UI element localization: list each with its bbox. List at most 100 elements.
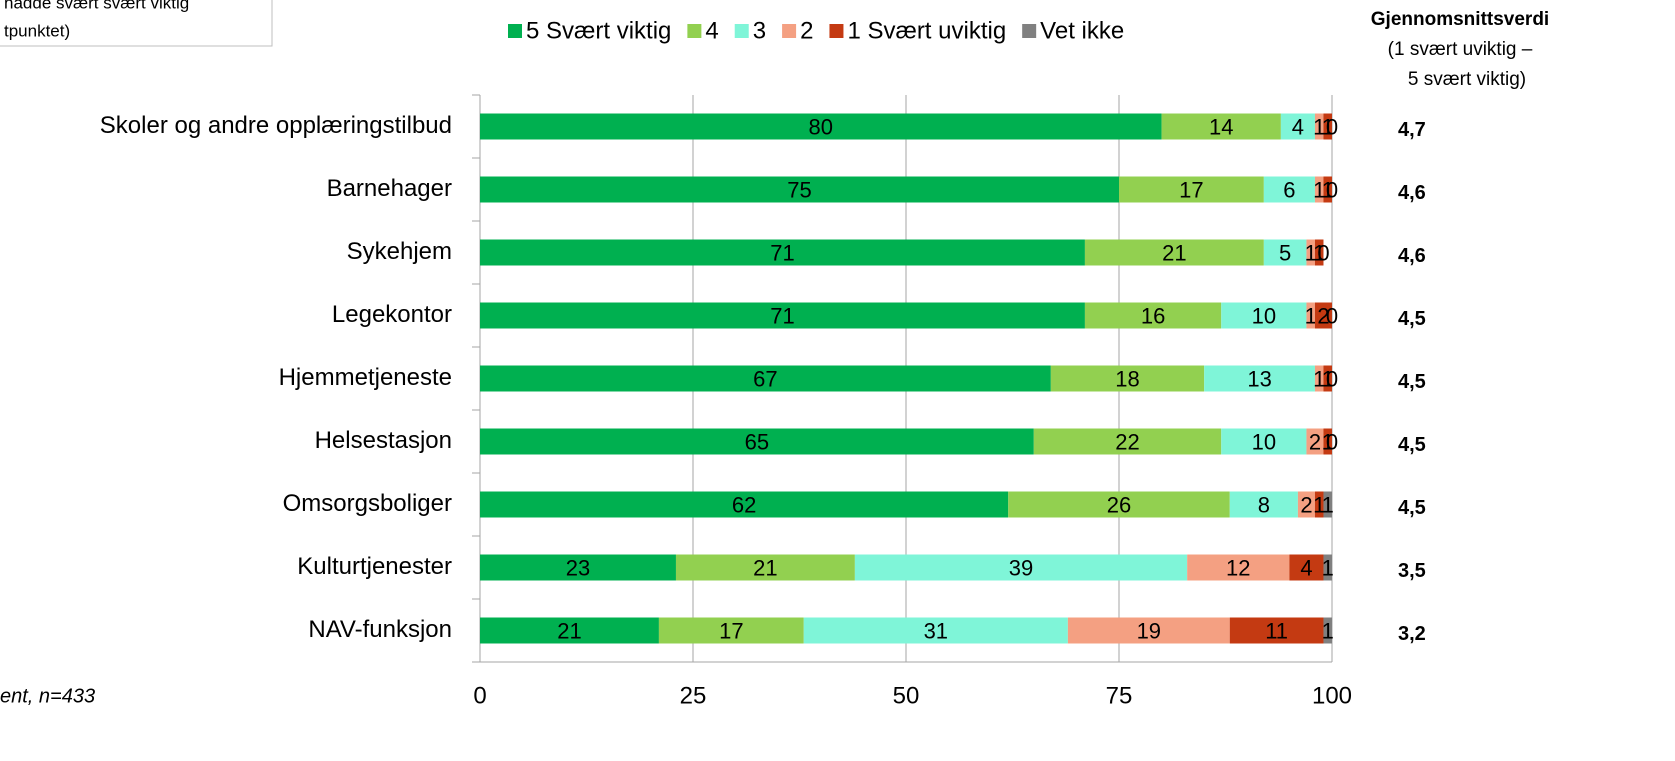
legend-swatch	[687, 24, 702, 38]
average-subtitle: 5 svært viktig)	[1408, 69, 1526, 90]
data-label: 2	[1317, 303, 1329, 328]
x-tick-label: 75	[1106, 682, 1133, 709]
y-tick-label: NAV-funksjon	[308, 616, 452, 643]
bar-segment	[480, 302, 1085, 329]
data-label: 1	[1322, 618, 1334, 643]
bar-segment	[1229, 617, 1324, 644]
y-tick-label: Sykehjem	[347, 238, 452, 265]
x-tick-label: 100	[1312, 682, 1352, 709]
legend-swatch	[1022, 24, 1037, 38]
bar-segment	[1084, 302, 1222, 329]
data-label: 1	[1322, 429, 1334, 454]
bar-segment	[480, 239, 1085, 266]
data-label: 0	[1326, 114, 1338, 139]
data-label: 18	[1115, 366, 1139, 391]
data-label: 1	[1322, 555, 1334, 580]
bar-segment	[1119, 176, 1264, 203]
bar-segment	[1323, 113, 1332, 140]
data-label: 71	[770, 303, 794, 328]
bar-segment	[1323, 365, 1332, 392]
bar-segment	[1323, 176, 1332, 203]
bar-segment	[480, 554, 676, 581]
bar-segment	[480, 617, 659, 644]
data-label: 17	[719, 618, 743, 643]
y-tick-label: Helsestasjon	[315, 427, 452, 454]
data-label: 21	[557, 618, 581, 643]
footnote: ent, n=433	[0, 685, 95, 707]
note-box	[0, 0, 273, 47]
bar-segment	[1280, 113, 1315, 140]
legend-swatch	[782, 24, 797, 38]
bar-segment	[1263, 239, 1307, 266]
data-label: 1	[1322, 492, 1334, 517]
average-value: 4,7	[1398, 119, 1426, 141]
bar-segment	[1229, 491, 1298, 518]
average-value: 4,6	[1398, 245, 1426, 267]
bar-segment	[1050, 365, 1205, 392]
data-label: 14	[1209, 114, 1233, 139]
data-label: 22	[1115, 429, 1139, 454]
bar-segment	[1221, 302, 1307, 329]
data-label: 4	[1300, 555, 1312, 580]
bar-segment	[1314, 113, 1324, 140]
data-label: 0	[1317, 240, 1329, 265]
data-label: 1	[1305, 240, 1317, 265]
bar-segment	[1204, 365, 1315, 392]
data-label: 71	[770, 240, 794, 265]
legend-label: Vet ikke	[1040, 17, 1124, 44]
bar-segment	[1314, 176, 1324, 203]
legend-swatch	[508, 24, 522, 38]
data-label: 1	[1313, 177, 1325, 202]
bar-segment	[1314, 302, 1332, 329]
x-tick-label: 0	[473, 682, 486, 709]
data-label: 1	[1313, 240, 1325, 265]
legend-label: 1 Svært uviktig	[847, 17, 1006, 44]
bar-segment	[1323, 617, 1332, 644]
data-label: 0	[1326, 366, 1338, 391]
data-label: 2	[1300, 492, 1312, 517]
average-value: 4,5	[1398, 308, 1426, 330]
bar-segment	[1289, 554, 1324, 581]
data-label: 10	[1252, 429, 1276, 454]
bar-segment	[480, 176, 1119, 203]
bar-segment	[1221, 428, 1307, 455]
bar-segment	[1067, 617, 1230, 644]
bar-segment	[480, 491, 1009, 518]
note-text: hadde svært svært viktig	[4, 0, 189, 12]
data-label: 16	[1141, 303, 1165, 328]
average-value: 3,2	[1398, 623, 1426, 645]
y-tick-label: Barnehager	[327, 175, 452, 202]
y-tick-label: Omsorgsboliger	[283, 490, 452, 517]
legend-swatch	[734, 24, 749, 38]
data-label: 0	[1326, 429, 1338, 454]
bar-segment	[1306, 239, 1315, 266]
y-tick-label: Skoler og andre opplæringstilbud	[100, 112, 452, 139]
data-label: 80	[809, 114, 833, 139]
data-label: 21	[753, 555, 777, 580]
bar-segment	[1323, 491, 1332, 518]
data-label: 11	[1265, 618, 1288, 643]
bar-segment	[803, 617, 1068, 644]
data-label: 0	[1326, 303, 1338, 328]
average-header: Gjennomsnittsverdi	[1371, 9, 1549, 30]
data-label: 2	[1309, 429, 1321, 454]
data-label: 62	[732, 492, 756, 517]
bar-segment	[854, 554, 1188, 581]
data-label: 23	[566, 555, 590, 580]
bar-segment	[1008, 491, 1230, 518]
data-label: 39	[1009, 555, 1033, 580]
data-label: 10	[1252, 303, 1276, 328]
data-label: 1	[1322, 114, 1334, 139]
bar-segment	[675, 554, 855, 581]
legend-label: 3	[753, 17, 766, 44]
legend-label: 2	[800, 17, 813, 44]
data-label: 1	[1313, 492, 1325, 517]
data-label: 13	[1247, 366, 1271, 391]
note-text: tpunktet)	[4, 21, 70, 40]
data-label: 21	[1162, 240, 1186, 265]
bar-segment	[658, 617, 804, 644]
bar-segment	[480, 428, 1034, 455]
data-label: 65	[745, 429, 769, 454]
average-value: 4,5	[1398, 434, 1426, 456]
